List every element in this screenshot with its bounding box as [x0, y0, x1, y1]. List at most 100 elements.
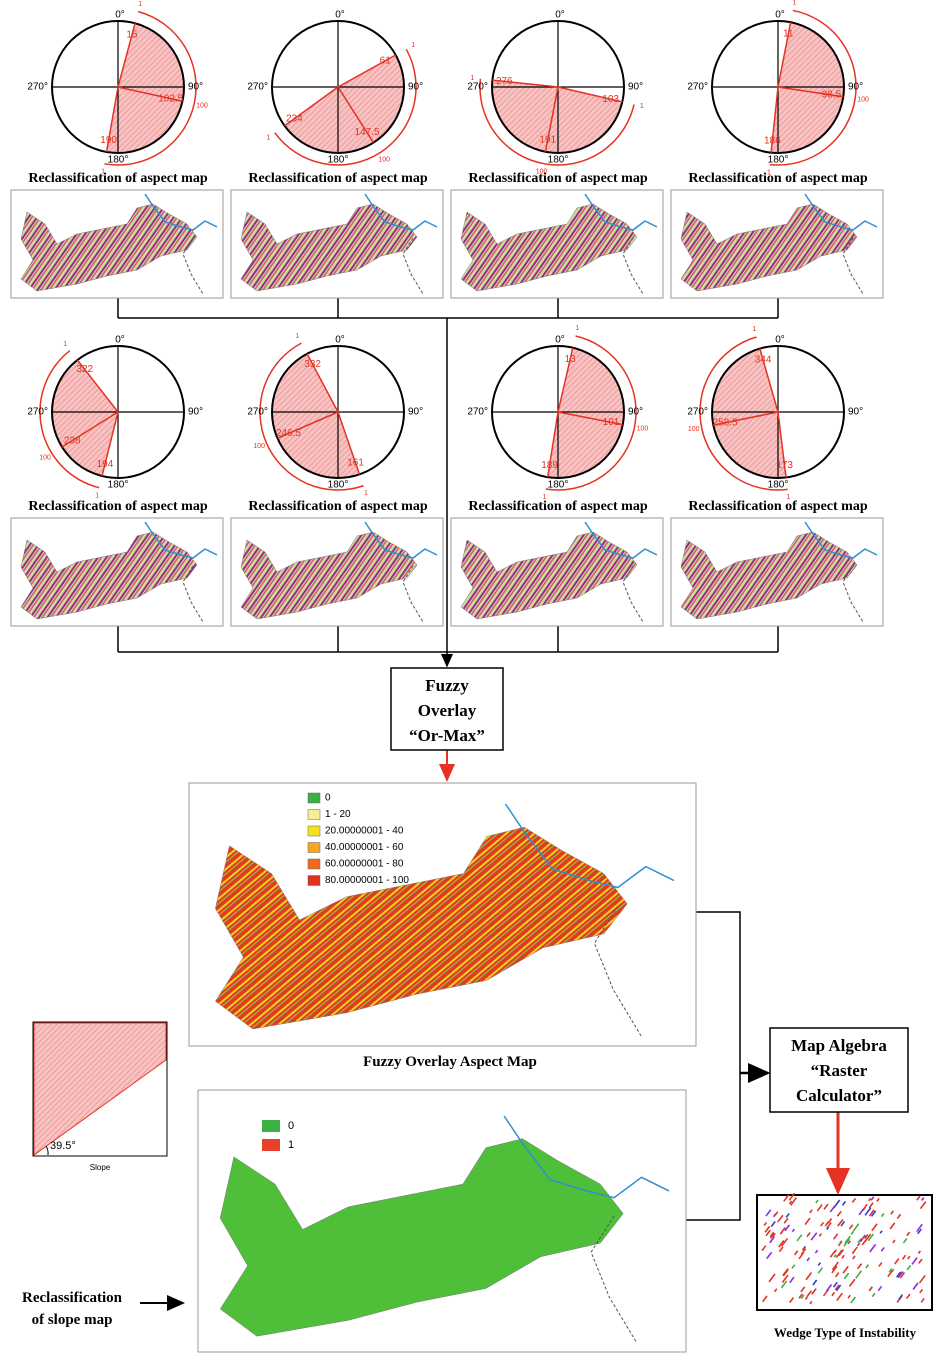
scale-label: 1	[411, 42, 415, 49]
angle-label: 173	[776, 460, 793, 471]
cardinal-label: 90°	[188, 82, 203, 93]
cardinal-label: 180°	[108, 480, 129, 491]
cardinal-label: 270°	[467, 407, 488, 418]
cardinal-label: 90°	[628, 407, 643, 418]
legend-swatch	[308, 793, 320, 803]
angle-label: 276	[496, 76, 513, 87]
angle-label: 11	[783, 29, 794, 40]
cardinal-label: 180°	[548, 480, 569, 491]
cardinal-label: 90°	[628, 82, 643, 93]
angle-label: 39.5°	[50, 1140, 76, 1152]
angle-label: 258.5	[713, 417, 738, 428]
cardinal-label: 0°	[335, 10, 345, 21]
cardinal-label: 0°	[335, 335, 345, 346]
scale-label: 1	[752, 326, 756, 333]
angle-label: 234	[286, 113, 303, 124]
cardinal-label: 270°	[27, 82, 48, 93]
scale-label: 1	[640, 103, 644, 110]
scale-label: 100	[637, 425, 649, 432]
caption: Reclassification	[22, 1290, 123, 1306]
legend-swatch	[308, 810, 320, 820]
cardinal-label: 90°	[408, 407, 423, 418]
legend-swatch	[308, 876, 320, 886]
legend-label: 0	[325, 793, 331, 804]
cardinal-label: 90°	[848, 82, 863, 93]
scale-label: 100	[39, 454, 51, 461]
scale-label: 1	[266, 134, 270, 141]
cardinal-label: 270°	[247, 82, 268, 93]
angle-label: 103	[602, 94, 619, 105]
angle-label: 161	[347, 458, 364, 469]
angle-label: 238	[64, 435, 81, 446]
result-frame	[757, 1195, 932, 1310]
legend-label: 80.00000001 - 100	[325, 875, 409, 886]
caption: Fuzzy Overlay Aspect Map	[363, 1054, 537, 1070]
angle-label: 102.5	[158, 93, 183, 104]
cardinal-label: 0°	[115, 335, 125, 346]
legend-label: 20.00000001 - 40	[325, 826, 404, 837]
legend-label: 0	[288, 1120, 294, 1132]
caption: Reclassification of aspect map	[468, 499, 647, 514]
map-algebra-text: Map Algebra	[791, 1036, 887, 1055]
angle-label: 246.5	[276, 428, 301, 439]
caption: Reclassification of aspect map	[248, 171, 427, 186]
scale-label: 1	[792, 0, 796, 6]
cardinal-label: 180°	[548, 155, 569, 166]
cardinal-label: 270°	[27, 407, 48, 418]
scale-label: 1	[296, 333, 300, 340]
caption: Wedge Type of Instability	[774, 1325, 917, 1340]
legend-label: 40.00000001 - 60	[325, 842, 404, 853]
scale-label: 1	[138, 1, 142, 8]
angle-label: 101	[603, 417, 620, 428]
scale-label: 100	[857, 97, 869, 104]
cardinal-label: 90°	[408, 82, 423, 93]
angle-label: 15	[126, 29, 138, 40]
cardinal-label: 180°	[768, 480, 789, 491]
scale-label: 1	[575, 325, 579, 332]
cardinal-label: 180°	[328, 155, 349, 166]
cardinal-label: 0°	[555, 335, 565, 346]
cardinal-label: 0°	[775, 335, 785, 346]
cardinal-label: 0°	[115, 10, 125, 21]
scale-label: 1	[63, 341, 67, 348]
caption: of slope map	[32, 1312, 113, 1328]
angle-label: 344	[755, 355, 772, 366]
angle-label: 13	[565, 354, 577, 365]
caption: Reclassification of aspect map	[468, 171, 647, 186]
cardinal-label: 180°	[328, 480, 349, 491]
fuzzy-overlay-text: “Or-Max”	[409, 726, 485, 745]
legend-label: 60.00000001 - 80	[325, 859, 404, 870]
angle-label: 61	[380, 55, 392, 66]
caption: Reclassification of aspect map	[688, 499, 867, 514]
cardinal-label: 270°	[687, 407, 708, 418]
caption: Reclassification of aspect map	[28, 171, 207, 186]
cardinal-label: 270°	[467, 82, 488, 93]
angle-label: 194	[97, 459, 114, 470]
cardinal-label: 0°	[555, 10, 565, 21]
map-algebra-text: “Raster	[811, 1061, 868, 1080]
angle-label: 190	[100, 135, 117, 146]
scale-label: 100	[378, 156, 390, 163]
scale-label: 100	[253, 443, 265, 450]
diagram: 0°90°180°270°15102.519011001Reclassifica…	[0, 0, 942, 1356]
scale-label: 1	[471, 75, 475, 82]
scale-label: 100	[196, 102, 208, 109]
cardinal-label: 90°	[848, 407, 863, 418]
cardinal-label: 180°	[768, 155, 789, 166]
fuzzy-overlay-text: Fuzzy	[425, 676, 469, 695]
cardinal-label: 180°	[108, 155, 129, 166]
angle-label: 98.5	[822, 90, 842, 101]
legend-swatch	[262, 1120, 280, 1132]
caption: Reclassification of aspect map	[28, 499, 207, 514]
cardinal-label: 0°	[775, 10, 785, 21]
aspect-wedge	[285, 55, 404, 153]
caption: Reclassification of aspect map	[248, 499, 427, 514]
angle-label: 332	[304, 359, 321, 370]
scale-label: 1	[364, 490, 368, 497]
scale-label: 100	[688, 426, 700, 433]
cardinal-label: 90°	[188, 407, 203, 418]
fuzzy-overlay-text: Overlay	[418, 701, 477, 720]
legend-swatch	[308, 859, 320, 869]
legend-swatch	[308, 843, 320, 853]
angle-label: 147.5	[354, 127, 379, 138]
